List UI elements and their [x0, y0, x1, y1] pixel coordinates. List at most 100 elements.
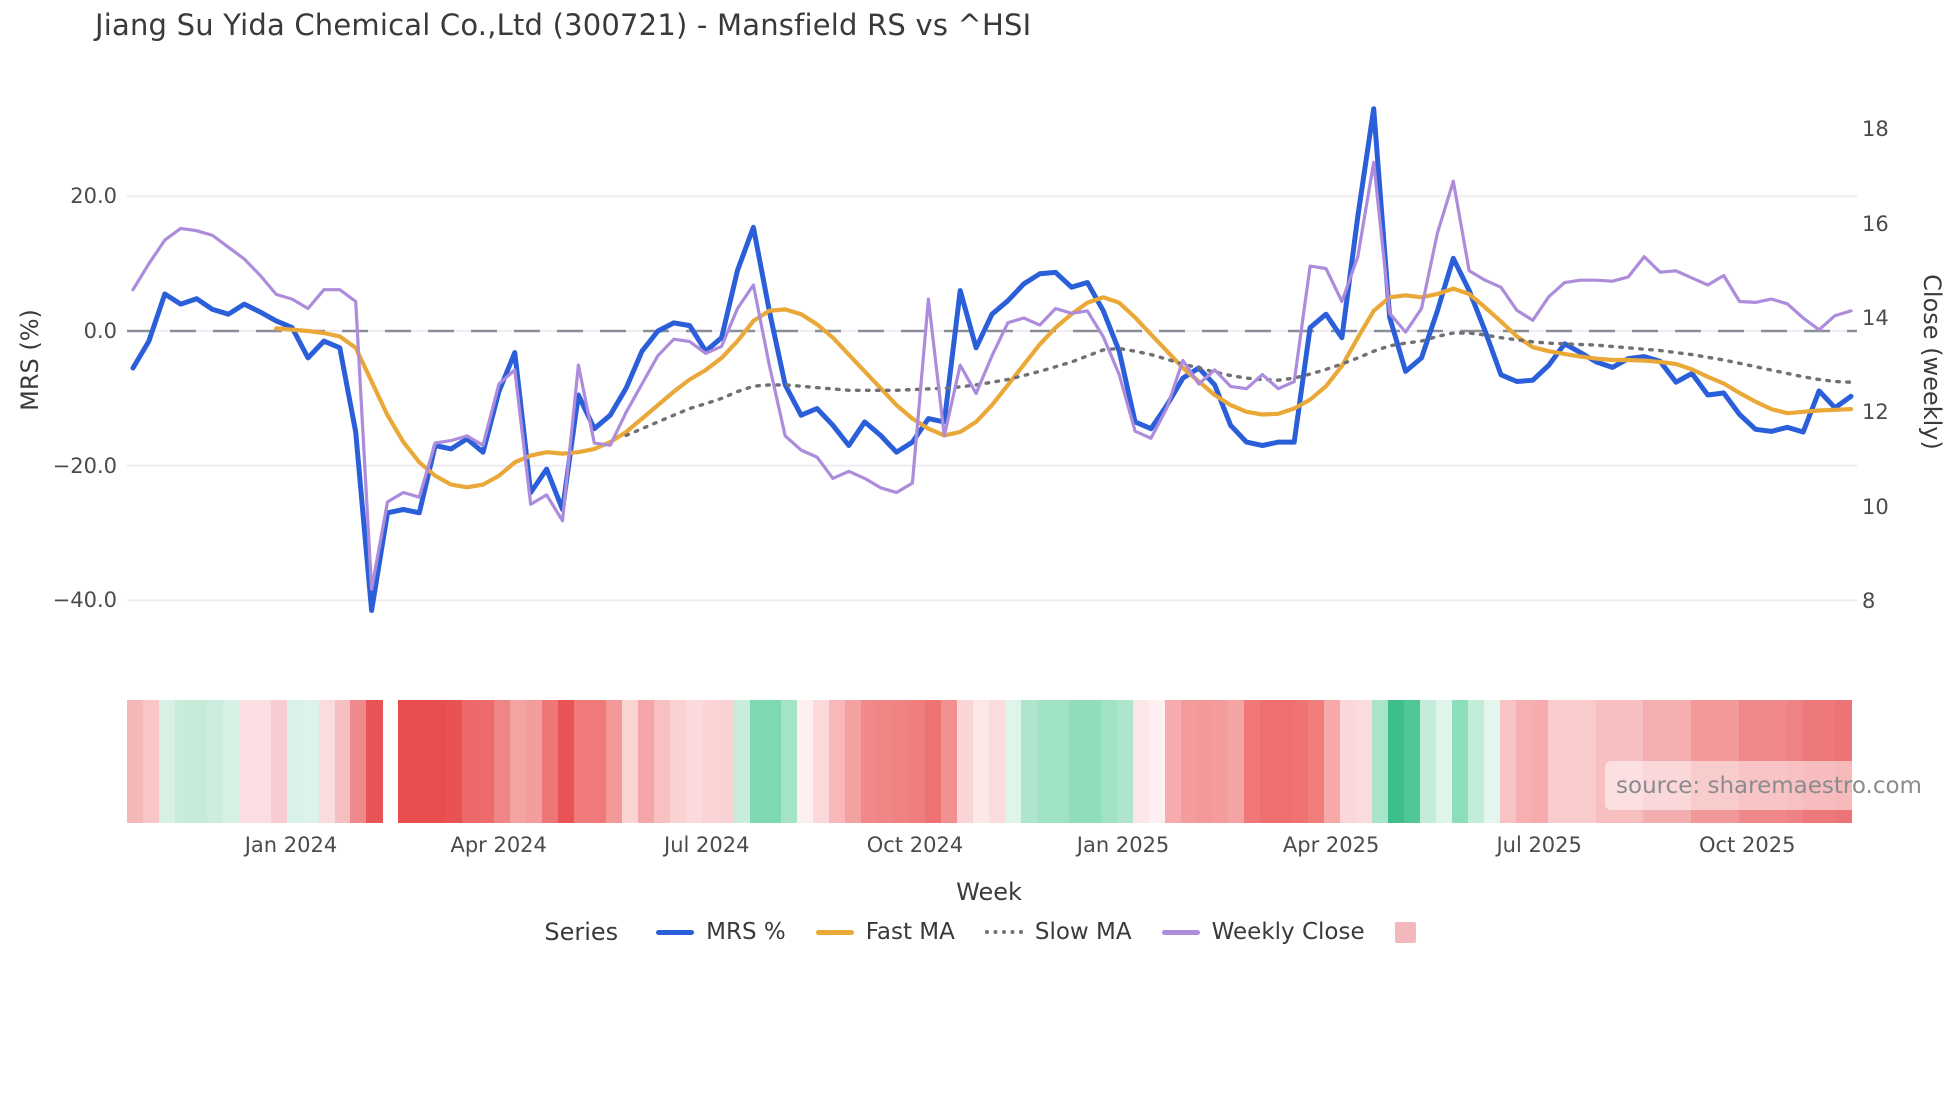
heatmap-cell — [1116, 700, 1134, 823]
heatmap-cell — [414, 700, 431, 823]
heatmap-cell — [653, 700, 671, 823]
heatmap-cell — [1244, 700, 1261, 823]
heatmap-cell — [925, 700, 942, 823]
heatmap-cell — [1547, 700, 1565, 823]
heatmap-cell — [1148, 700, 1166, 823]
y-left-tick-label: 20.0 — [70, 184, 117, 209]
heatmap-cell — [1404, 700, 1421, 823]
y-right-tick-label: 12 — [1862, 400, 1889, 425]
heatmap-cell — [127, 700, 144, 823]
y-right-tick-label: 16 — [1862, 211, 1889, 236]
legend-label: Weekly Close — [1211, 919, 1365, 945]
x-tick-label: Oct 2025 — [1699, 833, 1796, 857]
heatmap-cell — [1068, 700, 1086, 823]
heatmap-cell — [1451, 700, 1469, 823]
legend-item-fast-ma: Fast MA — [815, 919, 955, 945]
heatmap-cell — [510, 700, 527, 823]
heatmap-cell — [1084, 700, 1102, 823]
heatmap-cell — [1020, 700, 1038, 823]
heatmap-cell — [1372, 700, 1389, 823]
heatmap-cell — [1260, 700, 1277, 823]
legend: Series MRS % Fast MA Slow MA Weekly Close — [0, 918, 1960, 946]
heatmap-cell — [254, 700, 272, 823]
heatmap-cell — [1563, 700, 1581, 823]
heatmap-cell — [957, 700, 974, 823]
heatmap-cell — [893, 700, 910, 823]
heatmap-cell — [222, 700, 240, 823]
source-watermark: source: sharemaestro.com — [1605, 761, 1933, 810]
legend-label: MRS % — [706, 919, 786, 945]
heatmap-cell — [733, 700, 751, 823]
heatmap-cell — [861, 700, 878, 823]
y-right-tick-label: 8 — [1862, 589, 1876, 613]
heatmap-cell — [158, 700, 176, 823]
y-left-tick-label: 0.0 — [83, 319, 117, 343]
heatmap-cell — [494, 700, 511, 823]
heatmap-cell — [621, 700, 639, 823]
heatmap-cell — [1420, 700, 1437, 823]
heatmap-cell — [589, 700, 607, 823]
heatmap-cell — [142, 700, 160, 823]
y-left-tick-label: −40.0 — [52, 588, 117, 613]
heatmap-cell — [605, 700, 623, 823]
x-tick-label: Jan 2024 — [244, 833, 338, 857]
legend-label: Slow MA — [1034, 919, 1132, 945]
x-tick-label: Jan 2025 — [1076, 833, 1170, 857]
heatmap-cell — [190, 700, 208, 823]
heatmap-cell — [478, 700, 495, 823]
heatmap-cell — [1515, 700, 1533, 823]
heatmap-cell — [1340, 700, 1357, 823]
heatmap-cell — [1483, 700, 1501, 823]
heatmap-cell — [1180, 700, 1198, 823]
heatmap-cell — [334, 700, 352, 823]
heatmap-cell — [1324, 700, 1341, 823]
heatmap-cell — [749, 700, 767, 823]
y-right-tick-label: 18 — [1862, 117, 1889, 142]
y-left-tick-label: −20.0 — [52, 453, 117, 478]
heatmap-cell — [1132, 700, 1150, 823]
x-tick-label: Jul 2025 — [1496, 833, 1582, 857]
heatmap-cell — [1292, 700, 1309, 823]
heatmap-cell — [669, 700, 687, 823]
heatmap-cell — [909, 700, 926, 823]
x-tick-label: Apr 2025 — [1282, 833, 1380, 857]
heatmap-cell — [462, 700, 479, 823]
legend-swatch — [984, 930, 1023, 934]
series-line-fast-ma — [274, 286, 1854, 490]
heatmap-cell — [430, 700, 447, 823]
heatmap-cell — [637, 700, 655, 823]
heatmap-cell — [1435, 700, 1453, 823]
heatmap-cell — [398, 700, 415, 823]
heatmap-cell — [350, 700, 368, 823]
heatmap-cell — [286, 700, 304, 823]
x-tick-label: Oct 2024 — [866, 833, 964, 857]
heatmap-cell — [1212, 700, 1230, 823]
heatmap-cell — [1196, 700, 1214, 823]
heatmap-cell — [1276, 700, 1293, 823]
heatmap-cell — [174, 700, 192, 823]
heatmap-cell — [542, 700, 559, 823]
series-line-weekly-close — [131, 160, 1853, 591]
heatmap-cell — [973, 700, 990, 823]
chart-title: Jiang Su Yida Chemical Co.,Ltd (300721) … — [95, 8, 1032, 42]
legend-swatch — [815, 929, 854, 935]
y-right-tick-label: 10 — [1862, 494, 1889, 519]
heatmap-cell — [318, 700, 336, 823]
heatmap-cell — [1036, 700, 1054, 823]
heatmap-cell — [1467, 700, 1485, 823]
legend-swatch — [656, 929, 695, 935]
heatmap-cell — [765, 700, 783, 823]
heatmap-cell — [1499, 700, 1517, 823]
y-right-tick-label: 14 — [1862, 305, 1889, 330]
heatmap-cell — [845, 700, 862, 823]
heatmap-cell — [238, 700, 256, 823]
heatmap-cell — [302, 700, 320, 823]
heatmap-cell — [1100, 700, 1118, 823]
legend-swatch — [1161, 929, 1200, 935]
heatmap-cell — [206, 700, 224, 823]
heatmap-cell — [877, 700, 894, 823]
legend-item-mrs-: MRS % — [656, 919, 786, 945]
series-line-mrs- — [130, 106, 1854, 613]
